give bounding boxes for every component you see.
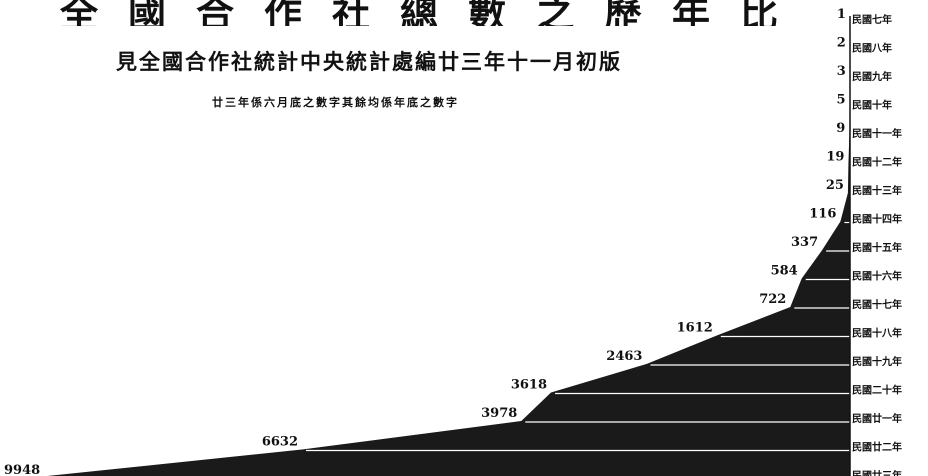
year-label: 民國十六年	[852, 270, 902, 283]
chart-note: 廿三年係六月底之數字其餘均係年底之數字	[212, 96, 459, 109]
value-label: 19	[826, 150, 844, 165]
value-label: 3978	[481, 406, 517, 421]
area-fill	[47, 22, 850, 476]
value-label: 9	[836, 121, 845, 136]
year-label: 民國十四年	[852, 213, 902, 226]
value-label: 5	[837, 93, 846, 108]
value-label: 1612	[677, 321, 713, 336]
value-label: 584	[771, 264, 798, 279]
year-label: 民國廿三年	[852, 469, 902, 476]
year-label: 民國十三年	[852, 184, 902, 197]
value-label: 1	[837, 7, 846, 22]
year-label: 民國十年	[852, 99, 892, 112]
year-label: 民國十五年	[852, 241, 902, 254]
year-label: 民國十八年	[852, 327, 902, 340]
value-label: 116	[809, 207, 836, 222]
value-label: 2	[837, 36, 846, 51]
year-label: 民國十一年	[852, 127, 902, 140]
year-label: 民國廿二年	[852, 441, 902, 454]
year-label: 民國八年	[852, 42, 892, 55]
year-label: 民國十二年	[852, 156, 902, 169]
year-label: 民國二十年	[852, 384, 902, 397]
value-label: 2463	[606, 349, 642, 364]
value-label: 3618	[511, 378, 547, 393]
year-label: 民國九年	[852, 70, 892, 83]
value-label: 6632	[262, 435, 298, 450]
chart-title: 全國合作社總數之歷年比較	[60, 0, 780, 26]
value-label: 9948	[4, 463, 40, 476]
year-label: 民國七年	[852, 13, 892, 26]
value-label: 3	[837, 64, 846, 79]
chart-subtitle: 見全國合作社統計中央統計處編廿三年十一月初版	[116, 49, 622, 74]
value-label: 25	[826, 178, 844, 193]
year-label: 民國廿一年	[852, 412, 902, 425]
year-label: 民國十七年	[852, 298, 902, 311]
value-label: 337	[791, 235, 818, 250]
year-label: 民國十九年	[852, 355, 902, 368]
value-label: 722	[759, 292, 786, 307]
